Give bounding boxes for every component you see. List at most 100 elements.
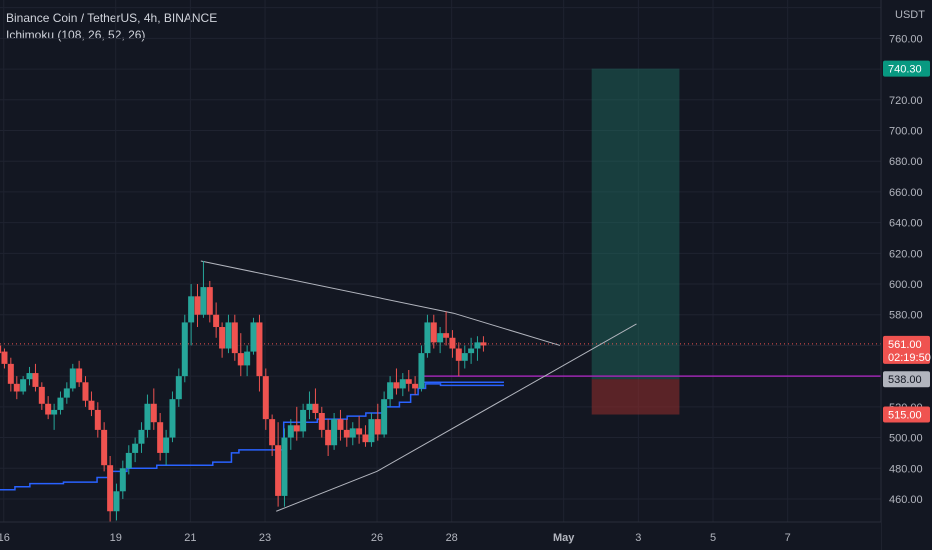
candle-body <box>219 327 226 349</box>
candle-body <box>231 322 238 354</box>
time-axis[interactable]: 16 19 21 23 26 28 May 3 5 7 <box>0 521 881 550</box>
candle-body <box>318 412 325 430</box>
time-tick-label: 3 <box>635 532 641 544</box>
candle-body <box>256 322 263 377</box>
candle-body <box>468 348 475 354</box>
price-tick-label: 720.00 <box>889 95 923 107</box>
currency-label-bg <box>882 4 931 24</box>
candle-body <box>269 419 276 446</box>
price-tick-label: 680.00 <box>889 156 923 168</box>
price-tick-label: 700.00 <box>889 126 923 138</box>
candle-body <box>206 287 213 315</box>
candle-body <box>461 353 468 361</box>
price-tick-label: 760.00 <box>889 33 923 45</box>
price-tick-label: 640.00 <box>889 218 923 230</box>
candle-body <box>57 397 64 410</box>
candle-body <box>312 403 319 413</box>
price-axis[interactable]: 460.00480.00500.00520.00540.00560.00580.… <box>880 0 932 550</box>
ichimoku-kijun-line <box>0 383 504 491</box>
candle-body <box>38 386 45 404</box>
stop-zone <box>591 379 680 415</box>
price-tag-label: 538.00 <box>888 374 922 386</box>
candle-body <box>88 400 95 410</box>
time-tick-label: 7 <box>785 532 791 544</box>
candle-body <box>225 322 232 349</box>
candle-body <box>306 403 313 410</box>
candle-body <box>7 363 14 384</box>
candle-body <box>0 345 2 354</box>
time-tick-label: May <box>553 532 575 544</box>
price-tag-label: 561.00 <box>888 339 922 351</box>
candle-body <box>449 337 456 349</box>
candle-body <box>368 419 375 443</box>
candle-body <box>82 382 89 401</box>
candle-body <box>437 333 444 343</box>
time-tick-label: 28 <box>446 532 458 544</box>
candle-body <box>281 437 288 496</box>
price-tick-label: 620.00 <box>889 248 923 260</box>
candle-body <box>181 322 188 377</box>
candle-body <box>169 399 176 438</box>
candle-body <box>356 428 363 435</box>
candle-body <box>69 368 76 389</box>
candle-body <box>26 373 33 380</box>
candle-body <box>63 388 70 398</box>
candle-body <box>175 376 182 400</box>
candle-body <box>163 437 170 453</box>
candle-body <box>399 379 406 389</box>
candle-body <box>32 373 39 387</box>
price-tick-label: 660.00 <box>889 187 923 199</box>
triangle-drawing[interactable] <box>200 260 637 512</box>
price-axis-bg <box>881 0 932 550</box>
countdown-label: 02:19:50 <box>888 352 931 364</box>
candle-body <box>1 351 8 364</box>
price-tick-label: 580.00 <box>889 310 923 322</box>
candle-body <box>412 383 419 389</box>
price-tick-label: 600.00 <box>889 279 923 291</box>
candle-body <box>157 422 164 453</box>
candle-body <box>113 491 120 512</box>
time-tick-label: 19 <box>110 532 122 544</box>
trendline-lower <box>276 323 637 512</box>
price-tag-label: 515.00 <box>888 410 922 422</box>
currency-label: USDT <box>895 9 925 21</box>
candle-body <box>381 399 388 435</box>
candle-body <box>250 322 257 352</box>
candle-body <box>132 443 139 453</box>
candle-body <box>125 452 132 469</box>
candle-body <box>107 465 114 512</box>
candle-body <box>213 314 220 328</box>
candle-body <box>200 287 207 315</box>
trendline-upper <box>200 260 561 346</box>
candle-body <box>337 419 344 430</box>
candle-body <box>424 322 431 354</box>
price-tick-label: 480.00 <box>889 463 923 475</box>
candle-body <box>138 429 145 444</box>
candle-body <box>194 296 201 315</box>
candle-body <box>262 376 269 420</box>
price-tag <box>883 371 930 388</box>
kijun-path <box>0 383 504 491</box>
candle-body <box>287 425 294 438</box>
long-position-tool[interactable] <box>591 68 680 415</box>
candle-body <box>387 382 394 400</box>
candle-body <box>343 429 350 438</box>
candle-body <box>405 379 412 384</box>
profit-zone <box>591 68 680 380</box>
price-tick-label: 460.00 <box>889 494 923 506</box>
candle-body <box>374 419 381 435</box>
candle-body <box>150 403 157 423</box>
candle-body <box>188 296 195 323</box>
grid <box>0 0 881 522</box>
candle-body <box>474 342 481 349</box>
symbol-title[interactable]: Binance Coin / TetherUS, 4h, BINANCE <box>6 11 218 25</box>
time-tick-label: 26 <box>371 532 383 544</box>
candle-body <box>13 383 20 392</box>
candle-body <box>144 403 151 430</box>
candle-body <box>362 434 369 443</box>
candle-body <box>20 379 27 392</box>
candle-body <box>300 409 307 432</box>
time-axis-bg <box>0 522 881 550</box>
